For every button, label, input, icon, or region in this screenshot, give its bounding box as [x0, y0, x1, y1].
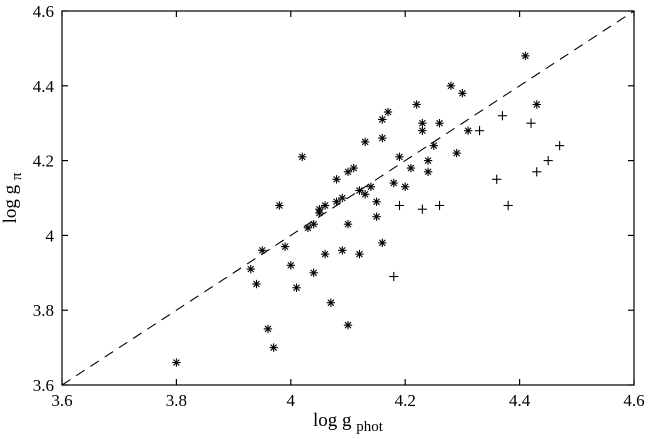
series-plus-sample — [389, 111, 565, 282]
data-point-asterisk — [463, 126, 473, 135]
data-point-plus — [526, 118, 536, 128]
identity-line — [61, 10, 635, 386]
data-point-asterisk — [298, 152, 307, 162]
data-point-asterisk — [246, 264, 255, 274]
data-point-plus — [474, 126, 485, 136]
data-point-asterisk — [406, 163, 416, 173]
data-point-plus — [434, 200, 445, 211]
data-point-asterisk — [423, 167, 433, 177]
y-tick-label: 4.4 — [33, 77, 55, 96]
data-point-plus — [555, 141, 565, 151]
x-tick-label: 3.8 — [166, 391, 187, 410]
data-point-asterisk — [338, 193, 347, 203]
data-point-asterisk — [389, 178, 398, 188]
data-point-asterisk — [343, 320, 353, 330]
data-point-plus — [417, 204, 427, 214]
data-point-asterisk — [252, 279, 261, 289]
data-point-plus — [532, 167, 542, 177]
x-tick-label: 3.6 — [51, 391, 72, 410]
data-point-plus — [503, 200, 513, 211]
x-tick-label: 4.2 — [395, 391, 416, 410]
data-point-asterisk — [423, 156, 433, 165]
y-tick-label: 3.8 — [33, 301, 54, 320]
data-point-asterisk — [315, 205, 324, 214]
plot-frame — [61, 10, 635, 386]
data-point-asterisk — [418, 126, 427, 135]
data-point-asterisk — [452, 148, 461, 158]
data-point-plus — [543, 156, 553, 166]
data-point-asterisk — [378, 115, 387, 124]
y-axis-label: log g π — [0, 172, 25, 223]
data-point-asterisk — [275, 201, 284, 210]
x-tick-label: 4.6 — [623, 391, 644, 410]
data-point-asterisk — [418, 119, 427, 128]
data-point-asterisk — [286, 261, 295, 270]
data-point-asterisk — [383, 107, 393, 117]
data-point-asterisk — [521, 51, 530, 61]
data-point-asterisk — [435, 119, 444, 128]
data-point-asterisk — [366, 182, 376, 191]
x-tick-label: 4 — [287, 391, 296, 410]
data-point-plus — [497, 111, 508, 121]
data-point-asterisk — [338, 246, 347, 255]
y-tick-label: 4.6 — [33, 2, 54, 21]
data-point-asterisk — [280, 242, 290, 251]
data-point-asterisk — [446, 81, 456, 90]
data-point-asterisk — [349, 163, 358, 173]
data-point-asterisk — [269, 343, 278, 352]
data-point-asterisk — [355, 186, 364, 195]
data-point-asterisk — [412, 100, 421, 109]
data-point-asterisk — [309, 268, 318, 277]
data-point-asterisk — [320, 201, 330, 210]
data-point-asterisk — [332, 197, 341, 206]
y-tick-label: 4.2 — [33, 152, 54, 171]
data-point-asterisk — [429, 141, 438, 150]
data-point-asterisk — [372, 212, 381, 221]
data-point-asterisk — [326, 298, 336, 307]
data-point-asterisk — [372, 197, 381, 206]
data-point-asterisk — [172, 358, 181, 367]
data-point-asterisk — [395, 152, 404, 162]
y-tick-label: 4 — [46, 226, 55, 245]
data-point-asterisk — [303, 223, 313, 233]
data-point-asterisk — [309, 219, 318, 229]
data-point-asterisk — [378, 238, 387, 248]
data-point-asterisk — [360, 190, 370, 199]
data-point-plus — [492, 174, 502, 184]
data-point-asterisk — [458, 89, 467, 98]
data-point-asterisk — [360, 137, 370, 147]
x-tick-label: 4.4 — [509, 391, 531, 410]
data-point-asterisk — [378, 133, 387, 143]
data-point-asterisk — [258, 246, 267, 255]
data-point-asterisk — [355, 249, 364, 259]
data-point-asterisk — [332, 175, 341, 184]
data-point-asterisk — [343, 219, 353, 229]
y-tick-label: 3.6 — [33, 376, 54, 395]
data-point-asterisk — [263, 324, 273, 334]
data-point-asterisk — [401, 182, 410, 191]
data-point-asterisk — [320, 249, 330, 259]
data-point-asterisk — [292, 283, 301, 292]
data-point-asterisk — [532, 100, 541, 109]
data-point-plus — [389, 271, 399, 282]
series-asterisk-sample — [172, 51, 541, 367]
x-axis-label: log g phot — [313, 410, 384, 434]
data-point-plus — [394, 200, 405, 211]
data-point-asterisk — [343, 167, 353, 177]
